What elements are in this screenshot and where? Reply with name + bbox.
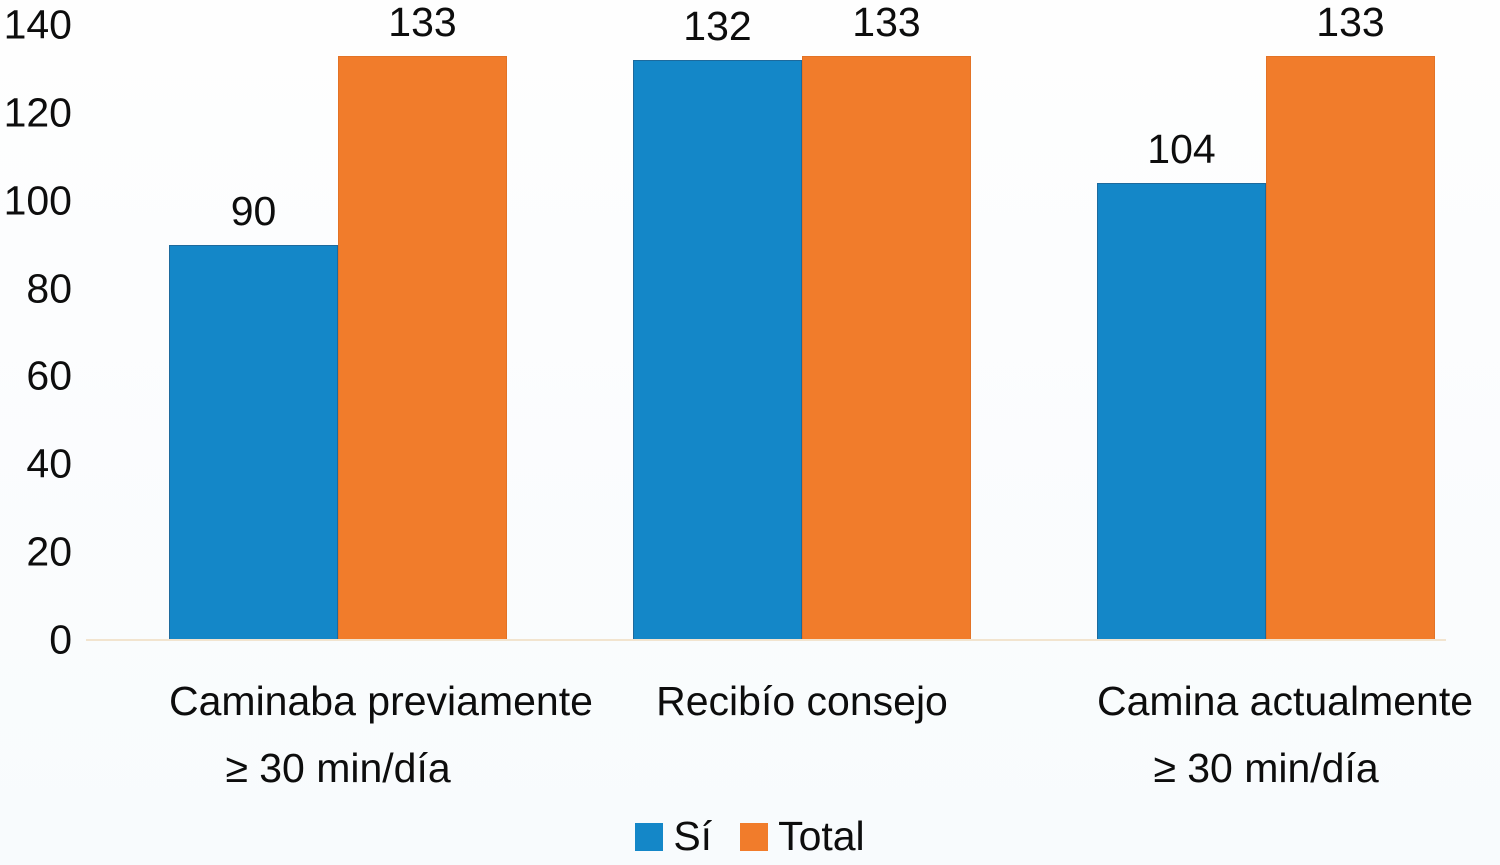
bar-wrap: 133 <box>338 0 507 640</box>
bar-group: 104 133 <box>1097 0 1435 640</box>
bar-total <box>338 55 507 640</box>
x-category-line2: ≥ 30 min/día <box>225 745 451 791</box>
x-category-line2: ≥ 30 min/día <box>1153 745 1379 791</box>
bar-wrap: 90 <box>169 187 338 640</box>
x-category-label: Caminaba previamente ≥ 30 min/día <box>169 668 593 802</box>
bar-wrap: 104 <box>1097 129 1266 640</box>
bar-value-label: 133 <box>1316 0 1385 45</box>
bar-group: 132 133 <box>633 0 971 640</box>
bar-wrap: 133 <box>802 0 971 640</box>
y-axis: 0 20 40 60 80 100 120 140 <box>0 0 78 865</box>
x-category-line1: Recibío consejo <box>656 678 948 724</box>
y-tick-label: 60 <box>26 352 72 399</box>
y-tick-label: 100 <box>3 177 72 224</box>
bar-sí <box>169 244 338 640</box>
legend-label: Sí <box>673 813 713 859</box>
legend: Sí Total <box>0 816 1500 857</box>
x-category-label: Camina actualmente ≥ 30 min/día <box>1097 668 1474 802</box>
legend-item: Total <box>740 816 865 857</box>
bar-value-label: 104 <box>1147 126 1216 173</box>
bar-sí <box>1097 183 1266 640</box>
bar-value-label: 90 <box>230 187 277 234</box>
legend-swatch-icon <box>635 822 664 851</box>
bar-wrap: 132 <box>633 6 802 640</box>
bar-value-label: 132 <box>683 3 752 50</box>
x-axis-line <box>86 639 1446 641</box>
y-tick-label: 20 <box>26 528 72 575</box>
bar-value-label: 133 <box>852 0 921 45</box>
y-tick-label: 0 <box>49 616 72 663</box>
y-tick-label: 40 <box>26 440 72 487</box>
x-category-line1: Caminaba previamente <box>169 678 593 724</box>
y-tick-label: 80 <box>26 265 72 312</box>
bar-value-label: 133 <box>388 0 457 45</box>
plot-area: 90 133 132 133 104 133 <box>100 1 1490 640</box>
x-category-label: Recibío consejo <box>633 668 971 802</box>
bar-group: 90 133 <box>169 0 507 640</box>
bar-total <box>802 55 971 640</box>
bar-sí <box>633 60 802 640</box>
y-tick-label: 120 <box>3 89 72 136</box>
y-tick-label: 140 <box>3 1 72 48</box>
legend-label: Total <box>778 813 865 859</box>
x-axis-labels: Caminaba previamente ≥ 30 min/día Recibío … <box>100 668 1490 802</box>
bar-total <box>1266 55 1435 640</box>
bar-wrap: 133 <box>1266 0 1435 640</box>
legend-item: Sí <box>635 816 712 857</box>
x-category-line1: Camina actualmente <box>1097 678 1474 724</box>
legend-swatch-icon <box>740 822 769 851</box>
